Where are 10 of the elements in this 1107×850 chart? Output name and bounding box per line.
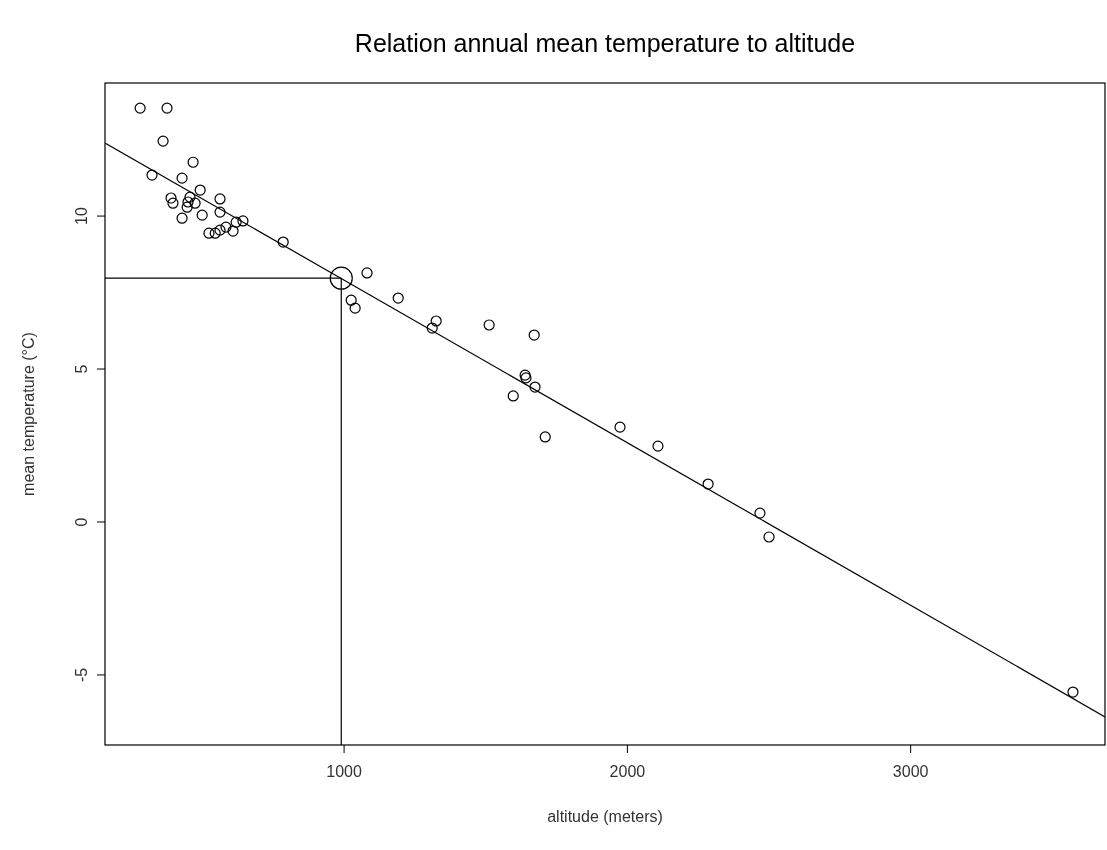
y-tick-label: 0 bbox=[73, 517, 90, 527]
y-tick-label: 10 bbox=[73, 207, 90, 225]
x-axis-title: altitude (meters) bbox=[547, 808, 663, 825]
chart-title: Relation annual mean temperature to altitude bbox=[354, 29, 856, 57]
x-tick-label: 2000 bbox=[609, 763, 646, 780]
y-tick-label: -5 bbox=[73, 667, 90, 683]
x-tick-label: 3000 bbox=[892, 763, 929, 780]
y-tick-label: 5 bbox=[73, 364, 90, 374]
x-tick-label: 1000 bbox=[326, 763, 362, 780]
y-axis-title: mean temperature (°C) bbox=[20, 332, 37, 496]
